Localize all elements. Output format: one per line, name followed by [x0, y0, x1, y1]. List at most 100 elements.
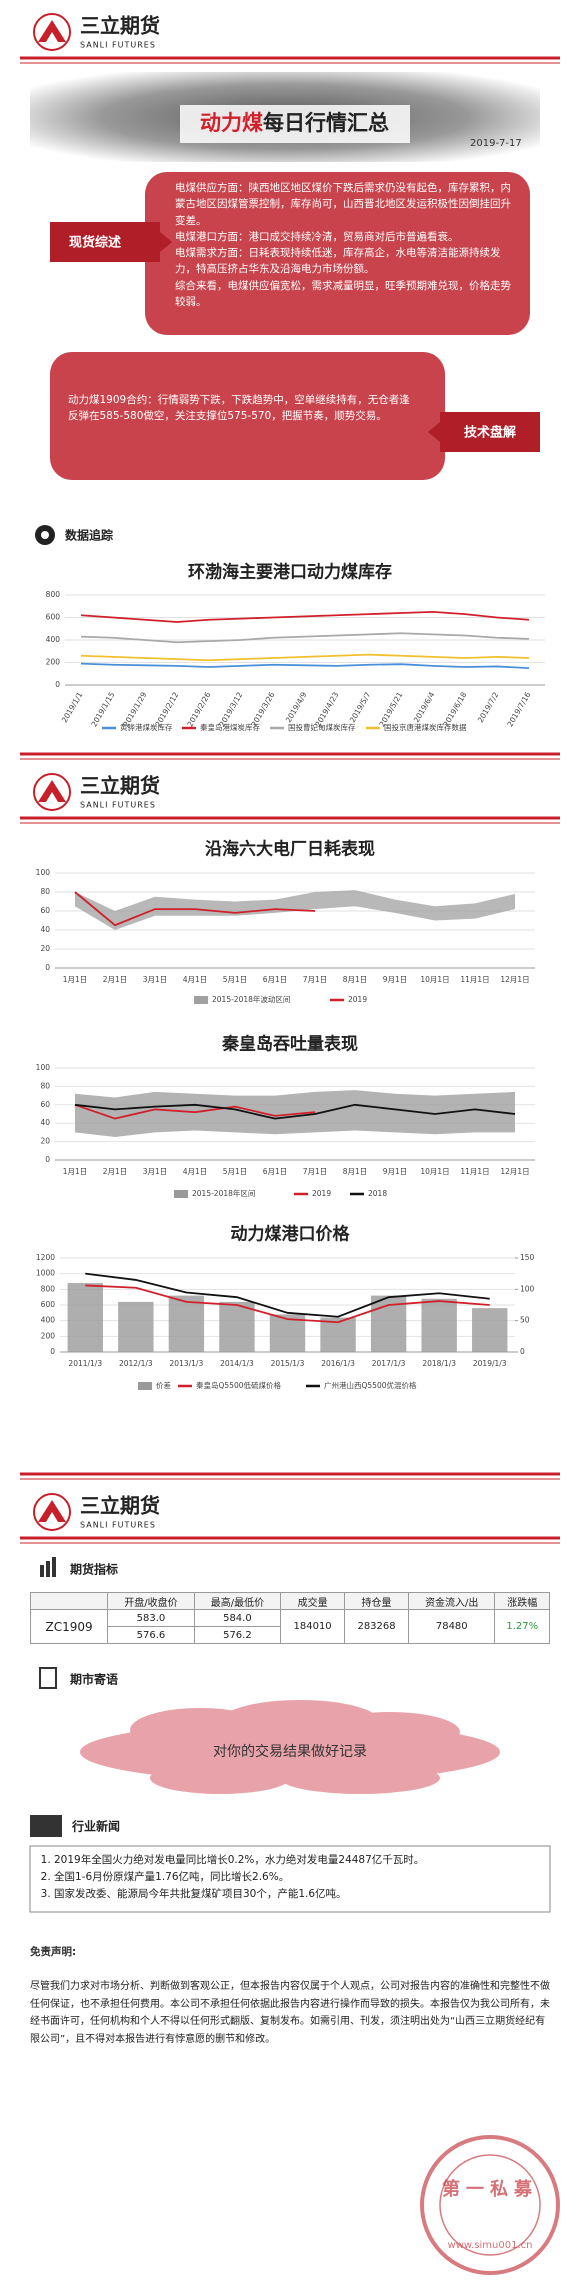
bar — [168, 1295, 205, 1352]
legend-swatch — [174, 1190, 188, 1198]
news-list: 2019年全国火力绝对发电量同比增长0.2%，水力绝对发电量24487亿千瓦时。… — [32, 1852, 532, 1902]
y2-tick-label: 0 — [520, 1347, 525, 1356]
y-tick-label: 40 — [40, 925, 50, 934]
stamp-url: www.simu001.cn — [448, 2240, 533, 2251]
banner-plate — [180, 105, 410, 143]
x-tick-label: 10月1日 — [420, 975, 449, 984]
y-tick-label: 400 — [46, 635, 61, 644]
chart-title: 沿海六大电厂日耗表现 — [205, 839, 375, 860]
x-tick-label: 1月1日 — [63, 1167, 88, 1176]
x-tick-label: 9月1日 — [383, 975, 408, 984]
legend-label: 2015-2018年波动区间 — [212, 994, 290, 1004]
legend-label: 广州港山西Q5500优混价格 — [324, 1380, 417, 1390]
line — [85, 1284, 490, 1324]
line — [74, 891, 316, 927]
spot-paragraph: 电煤港口方面：港口成交持续冷清，贸易商对后市普遍看衰。 — [175, 230, 459, 243]
x-tick-label: 2019/6/4 — [412, 690, 437, 724]
brand: 三立期货 — [80, 14, 160, 38]
y-tick-label: 100 — [36, 1063, 51, 1072]
cell: 576.6 — [107, 1626, 195, 1644]
section-message: 期市寄语 — [70, 1672, 118, 1687]
brand: 三立期货 — [80, 774, 160, 798]
y-tick-label: 800 — [46, 590, 61, 599]
x-tick-label: 2011/1/3 — [68, 1359, 102, 1368]
y-tick-label: 200 — [41, 1331, 56, 1340]
y-tick-label: 0 — [45, 963, 50, 972]
x-tick-label: 5月1日 — [223, 1167, 248, 1176]
stamp-ring — [420, 2135, 560, 2275]
cell: 283268 — [344, 1609, 410, 1644]
spot-arrow — [160, 232, 172, 252]
cloud — [80, 1700, 500, 1794]
y-tick-label: 600 — [41, 1300, 56, 1309]
section-data: 数据追踪 — [65, 528, 113, 543]
x-tick-label: 2019/4/9 — [284, 690, 309, 724]
line — [80, 610, 530, 623]
header-cell: 资金流入/出 — [408, 1592, 496, 1610]
tech-tab — [440, 412, 540, 452]
tech-box — [50, 352, 445, 480]
legend-label: 国投京唐港煤炭库存数据 — [384, 722, 467, 732]
title-rest: 每日行情汇总 — [263, 111, 389, 135]
futures-icon — [46, 1561, 50, 1577]
cell: 184010 — [280, 1609, 346, 1644]
y-tick-label: 20 — [40, 944, 50, 953]
header-cell: 开盘/收盘价 — [107, 1592, 195, 1610]
stamp-name: 第一私募 — [442, 2178, 538, 2200]
message: 对你的交易结果做好记录 — [213, 1743, 367, 1760]
section-futures: 期货指标 — [70, 1562, 118, 1577]
data-icon-hole — [41, 531, 49, 539]
y-tick-label: 1000 — [36, 1269, 55, 1278]
x-tick-label: 3月1日 — [143, 1167, 168, 1176]
news-frame — [29, 1845, 551, 1913]
logo-ring — [33, 773, 71, 811]
cell: 576.2 — [193, 1626, 282, 1644]
x-tick-label: 6月1日 — [263, 975, 288, 984]
y2-tick-label: 100 — [520, 1284, 535, 1293]
legend-label: 2015-2018年区间 — [192, 1188, 255, 1198]
table-row: ZC1909 583.0 584.0 184010 283268 78480 1… — [29, 1609, 550, 1644]
x-tick-label: 2019/7/16 — [505, 690, 532, 728]
brand-en: SANLI FUTURES — [80, 41, 156, 50]
x-tick-label: 4月1日 — [183, 975, 208, 984]
logo-mark — [46, 1512, 58, 1522]
bar — [67, 1283, 103, 1352]
spot-paragraph: 综合来看，电煤供应偏宽松，需求减量明显，旺季预期难兑现，价格走势较弱。 — [175, 279, 511, 308]
x-tick-label: 7月1日 — [303, 1167, 328, 1176]
y-tick-label: 400 — [41, 1316, 56, 1325]
x-tick-label: 8月1日 — [343, 975, 368, 984]
bar — [118, 1301, 154, 1352]
header-cell: 最高/最低价 — [193, 1592, 282, 1610]
futures-icon — [40, 1565, 44, 1577]
x-tick-label: 9月1日 — [383, 1167, 408, 1176]
cell: 78480 — [408, 1609, 496, 1644]
x-tick-label: 1月1日 — [63, 975, 88, 984]
bar — [421, 1298, 457, 1352]
bar — [219, 1301, 255, 1352]
x-tick-label: 2月1日 — [103, 975, 128, 984]
x-tick-label: 2019/5/7 — [348, 690, 373, 724]
legend-label: 黄骅港煤炭库存 — [120, 722, 173, 732]
x-tick-label: 2017/1/3 — [372, 1359, 406, 1368]
legend-label: 2019 — [348, 995, 367, 1004]
chart-title: 动力煤港口价格 — [231, 1224, 351, 1245]
x-tick-label: 5月1日 — [223, 975, 248, 984]
cell: 583.0 — [107, 1609, 195, 1627]
logo-mark — [38, 20, 66, 42]
chart-title: 秦皇岛吞吐量表现 — [222, 1034, 358, 1055]
bar — [320, 1317, 356, 1352]
disclaimer-title: 免责声明: — [30, 1945, 76, 1958]
y-tick-label: 60 — [40, 906, 50, 915]
section-news: 行业新闻 — [71, 1819, 120, 1834]
header-cell: 涨跌幅 — [494, 1592, 550, 1610]
x-tick-label: 12月1日 — [500, 975, 529, 984]
legend-label: 价差 — [156, 1380, 171, 1390]
line — [80, 653, 530, 662]
x-tick-label: 11月1日 — [460, 975, 489, 984]
spot-label: 现货综述 — [69, 235, 121, 251]
y-tick-label: 100 — [36, 868, 51, 877]
x-tick-label: 10月1日 — [420, 1167, 449, 1176]
logo-ring — [33, 13, 71, 51]
title-red: 动力煤 — [200, 111, 263, 135]
logo-mark — [38, 780, 66, 802]
